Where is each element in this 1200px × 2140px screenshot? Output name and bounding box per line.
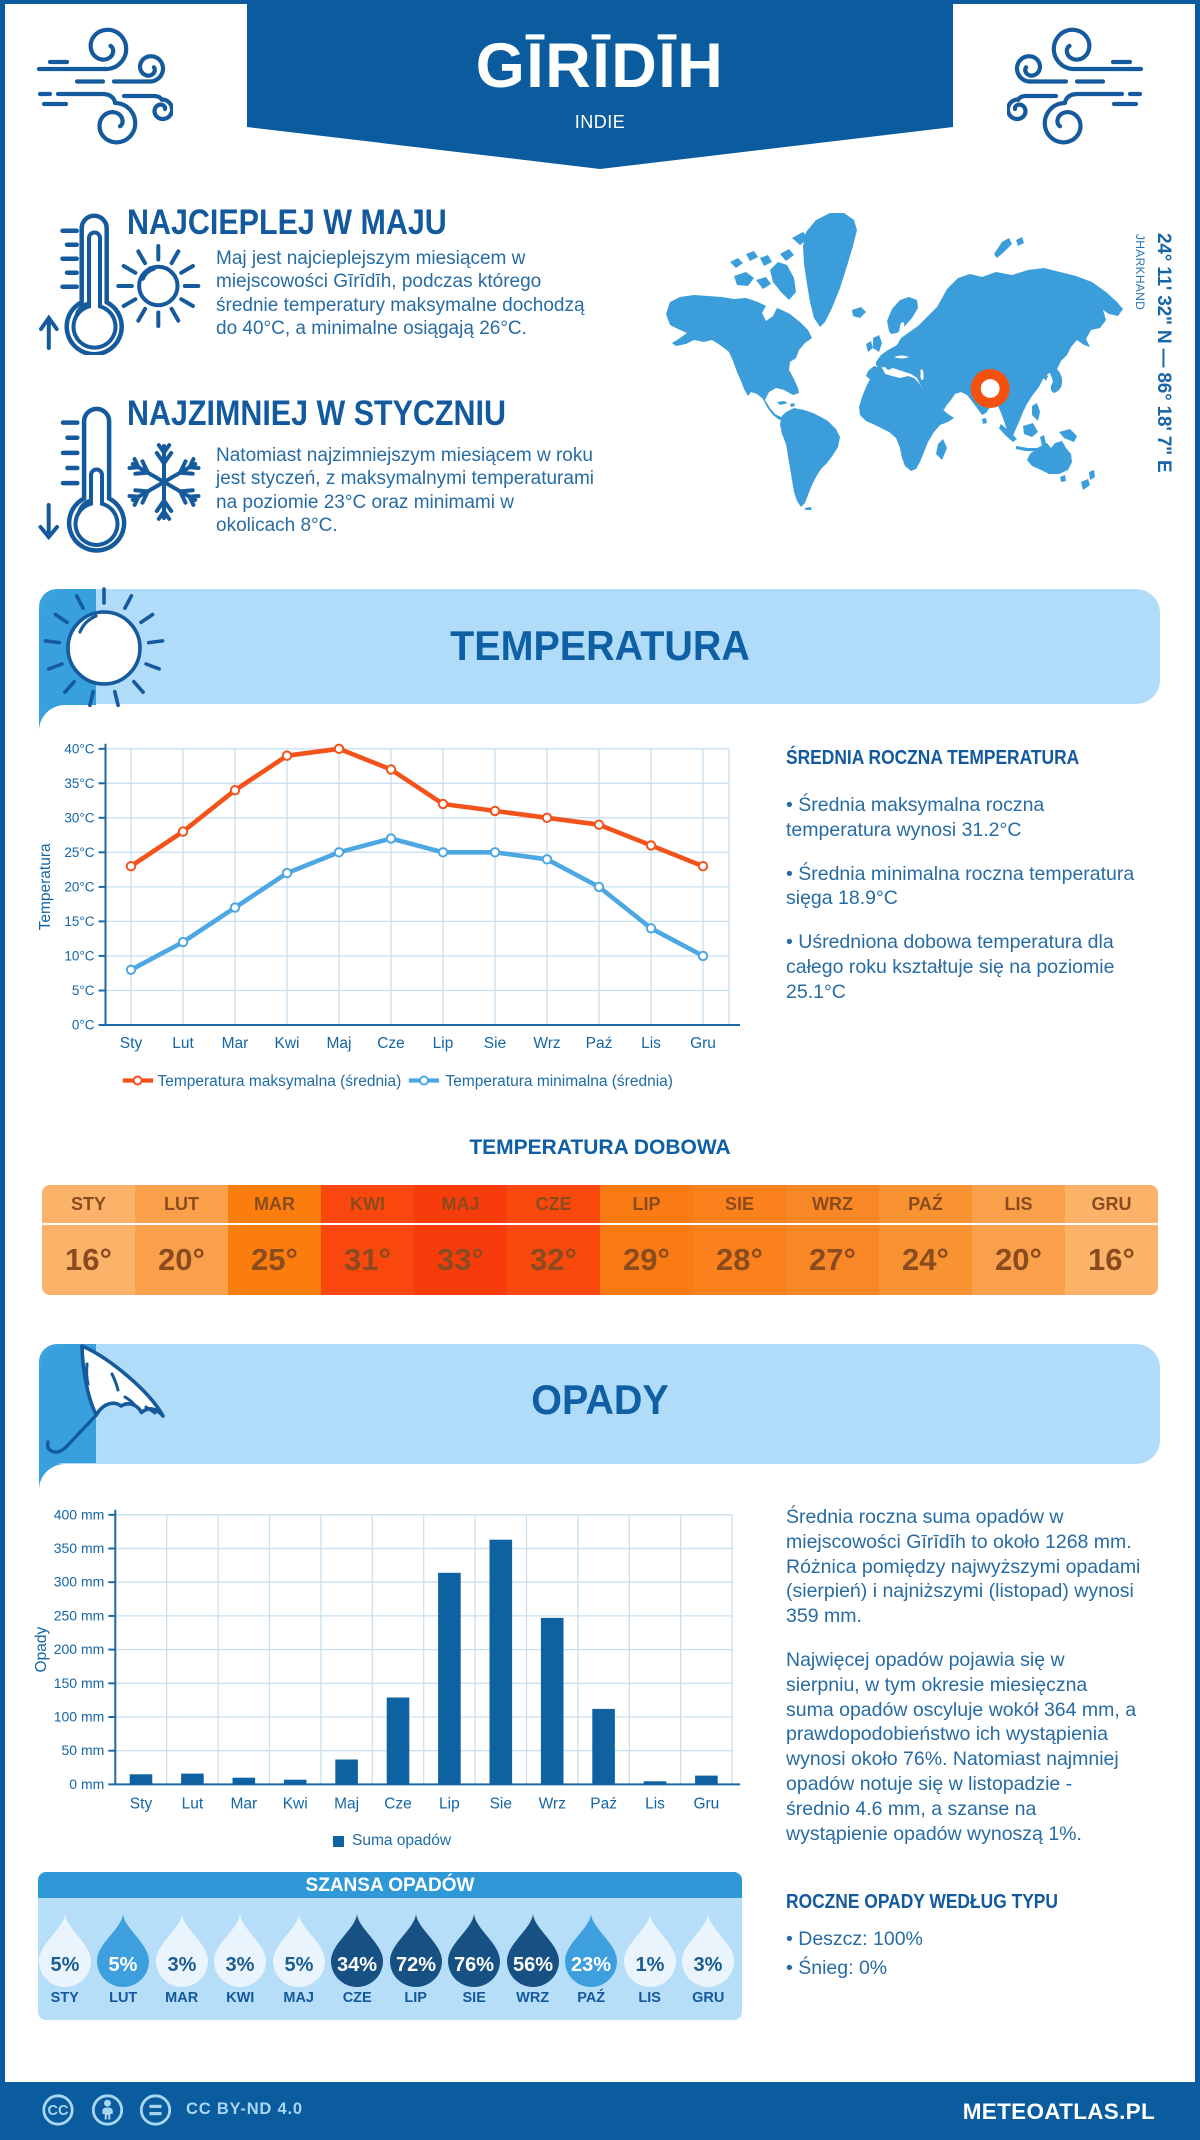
svg-text:350 mm: 350 mm	[54, 1540, 105, 1556]
svg-text:34%: 34%	[337, 1954, 377, 1976]
svg-text:Paź: Paź	[590, 1795, 617, 1812]
svg-text:Gru: Gru	[690, 1035, 716, 1052]
svg-text:72%: 72%	[396, 1954, 436, 1976]
svg-text:Lip: Lip	[433, 1035, 454, 1052]
svg-text:Mar: Mar	[222, 1035, 249, 1052]
svg-text:Cze: Cze	[384, 1795, 412, 1812]
svg-text:100 mm: 100 mm	[54, 1709, 105, 1725]
svg-text:3%: 3%	[694, 1954, 723, 1976]
svg-text:3%: 3%	[167, 1954, 196, 1976]
svg-text:10°C: 10°C	[64, 948, 94, 963]
svg-text:400 mm: 400 mm	[54, 1506, 105, 1522]
svg-text:56%: 56%	[513, 1954, 553, 1976]
svg-text:200 mm: 200 mm	[54, 1641, 105, 1657]
svg-text:20°C: 20°C	[64, 879, 94, 894]
svg-text:Paź: Paź	[586, 1035, 613, 1052]
svg-text:1%: 1%	[635, 1954, 664, 1976]
svg-text:Maj: Maj	[327, 1035, 352, 1052]
svg-text:30°C: 30°C	[64, 810, 94, 825]
svg-text:Cze: Cze	[377, 1035, 405, 1052]
svg-text:Lip: Lip	[439, 1795, 460, 1812]
svg-text:Opady: Opady	[33, 1627, 50, 1673]
svg-text:CC: CC	[48, 2103, 69, 2119]
svg-text:Wrz: Wrz	[539, 1795, 566, 1812]
svg-text:Sty: Sty	[130, 1795, 153, 1812]
svg-text:23%: 23%	[571, 1954, 611, 1976]
svg-text:25°C: 25°C	[64, 845, 94, 860]
svg-text:Lis: Lis	[641, 1035, 661, 1052]
svg-text:Gru: Gru	[693, 1795, 719, 1812]
svg-text:Sie: Sie	[490, 1795, 512, 1812]
svg-text:Sie: Sie	[484, 1035, 506, 1052]
svg-text:Wrz: Wrz	[533, 1035, 560, 1052]
svg-text:Temperatura minimalna (średnia: Temperatura minimalna (średnia)	[446, 1073, 673, 1090]
svg-text:Sty: Sty	[120, 1035, 143, 1052]
svg-text:300 mm: 300 mm	[54, 1574, 105, 1590]
svg-text:5°C: 5°C	[72, 983, 95, 998]
svg-text:5%: 5%	[284, 1954, 313, 1976]
svg-text:250 mm: 250 mm	[54, 1607, 105, 1623]
svg-text:3%: 3%	[226, 1954, 255, 1976]
svg-text:0 mm: 0 mm	[69, 1776, 104, 1792]
svg-text:76%: 76%	[454, 1954, 494, 1976]
svg-text:35°C: 35°C	[64, 776, 94, 791]
svg-text:150 mm: 150 mm	[54, 1675, 105, 1691]
svg-text:Kwi: Kwi	[275, 1035, 300, 1052]
svg-text:Temperatura: Temperatura	[37, 843, 54, 930]
svg-text:Lis: Lis	[645, 1795, 665, 1812]
svg-text:Kwi: Kwi	[283, 1795, 308, 1812]
svg-text:Lut: Lut	[182, 1795, 204, 1812]
svg-text:40°C: 40°C	[64, 741, 94, 756]
svg-text:0°C: 0°C	[72, 1018, 95, 1033]
svg-text:Maj: Maj	[334, 1795, 359, 1812]
svg-text:Temperatura maksymalna (średni: Temperatura maksymalna (średnia)	[158, 1073, 402, 1090]
svg-text:Lut: Lut	[172, 1035, 194, 1052]
svg-text:15°C: 15°C	[64, 914, 94, 929]
svg-text:50 mm: 50 mm	[62, 1742, 105, 1758]
svg-text:5%: 5%	[50, 1954, 79, 1976]
svg-text:5%: 5%	[109, 1954, 138, 1976]
svg-text:Mar: Mar	[230, 1795, 257, 1812]
